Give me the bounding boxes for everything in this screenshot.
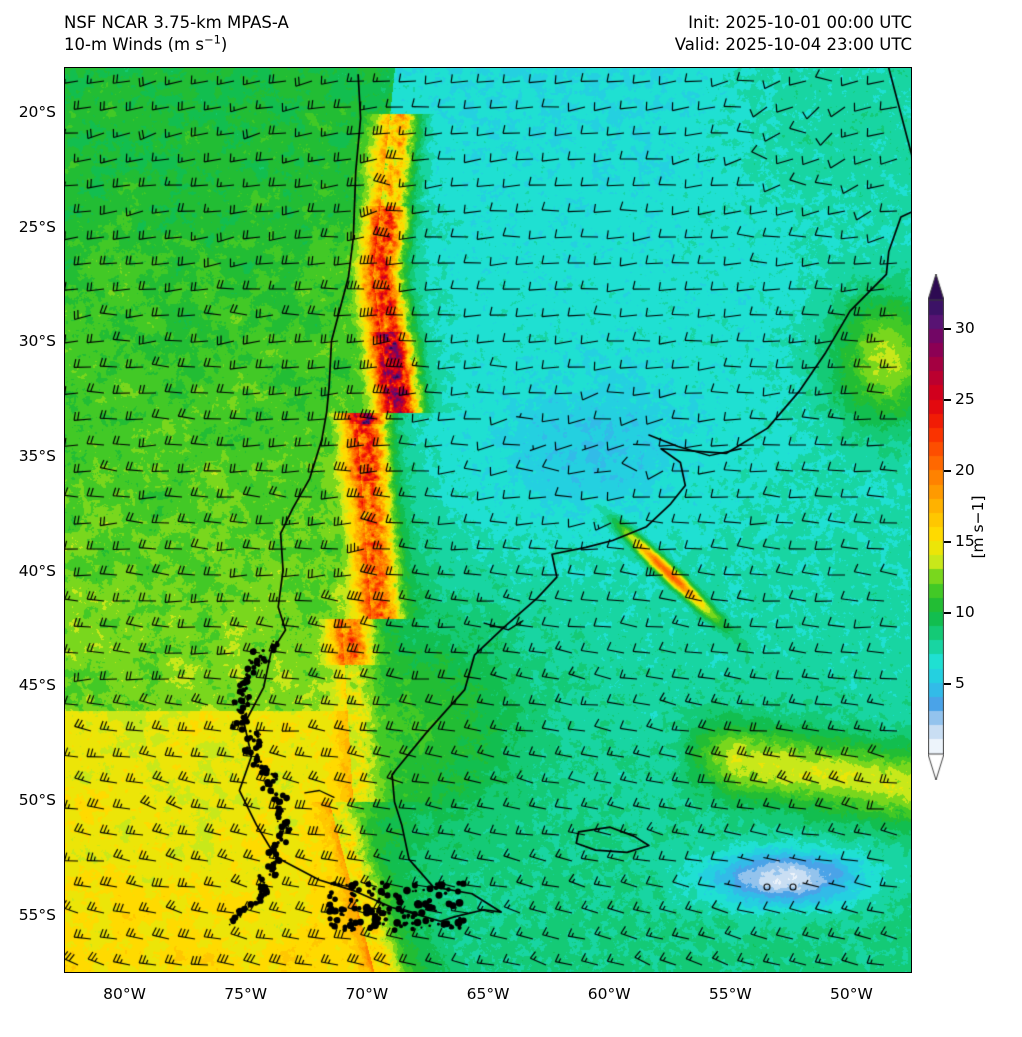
- lon-tick-label: 60°W: [564, 985, 654, 1003]
- lat-tick-label: 25°S: [4, 218, 56, 236]
- colorbar-label: [m s−1]: [969, 495, 987, 558]
- lat-tick-label: 20°S: [4, 103, 56, 121]
- model-name-line: NSF NCAR 3.75-km MPAS-A: [64, 12, 289, 34]
- lon-tick-label: 80°W: [80, 985, 170, 1003]
- colorbar-min-extend-arrow: [928, 754, 944, 780]
- init-time-label: Init: 2025-10-01 00:00 UTC: [675, 12, 912, 34]
- field-units-exponent: −1: [204, 33, 221, 47]
- wind-speed-heatmap: [65, 68, 912, 973]
- lat-tick-label: 50°S: [4, 791, 56, 809]
- lon-tick-label: 50°W: [806, 985, 896, 1003]
- field-name-suffix: ): [221, 35, 227, 54]
- colorbar-tick: [944, 470, 951, 472]
- colorbar-tick: [944, 541, 951, 543]
- colorbar-gradient: [928, 300, 944, 754]
- colorbar-max-extend-arrow: [928, 274, 944, 300]
- lon-tick-label: 55°W: [685, 985, 775, 1003]
- colorbar-tick: [944, 683, 951, 685]
- lat-tick-label: 40°S: [4, 562, 56, 580]
- lon-tick-label: 70°W: [322, 985, 412, 1003]
- figure-title: NSF NCAR 3.75-km MPAS-A 10-m Winds (m s−…: [64, 12, 289, 56]
- colorbar-tick-label: 20: [955, 461, 975, 479]
- colorbar-tick: [944, 328, 951, 330]
- colorbar-tick: [944, 399, 951, 401]
- field-name-line: 10-m Winds (m s−1): [64, 34, 289, 56]
- colorbar-tick: [944, 612, 951, 614]
- colorbar-tick-label: 30: [955, 319, 975, 337]
- lat-tick-label: 30°S: [4, 332, 56, 350]
- colorbar-tick-label: 5: [955, 674, 965, 692]
- lon-tick-label: 65°W: [443, 985, 533, 1003]
- map-axes: [64, 67, 912, 973]
- lon-tick-label: 75°W: [201, 985, 291, 1003]
- colorbar: 5 10 15 20 25 30: [928, 300, 944, 754]
- field-name-prefix: 10-m Winds (m s: [64, 35, 204, 54]
- colorbar-tick-label: 10: [955, 603, 975, 621]
- time-stamp-block: Init: 2025-10-01 00:00 UTC Valid: 2025-1…: [675, 12, 912, 56]
- wind-forecast-figure: NSF NCAR 3.75-km MPAS-A 10-m Winds (m s−…: [0, 0, 1022, 1037]
- lat-tick-label: 35°S: [4, 447, 56, 465]
- lat-tick-label: 55°S: [4, 906, 56, 924]
- colorbar-tick-label: 25: [955, 390, 975, 408]
- valid-time-label: Valid: 2025-10-04 23:00 UTC: [675, 34, 912, 56]
- lat-tick-label: 45°S: [4, 676, 56, 694]
